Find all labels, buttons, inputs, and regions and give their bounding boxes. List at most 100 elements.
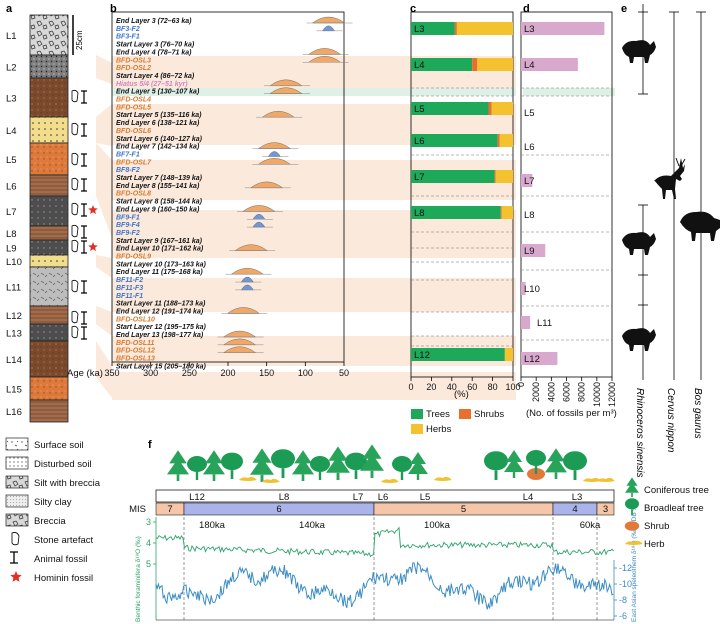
benthic-curve [155, 526, 614, 558]
shrubs-bar [488, 102, 492, 115]
fossil-bar [521, 352, 558, 365]
sample-label: BFD-OSL2 [116, 65, 151, 72]
age-distribution [240, 276, 254, 283]
sample-label: Start Layer 10 (173–163 ka) [116, 261, 207, 268]
fossil-density-panel: L3 L4 L5 L6 L7 L8 L9 L10 L11 L12 0 2000 4000 6000 8000… [516, 11, 617, 407]
species-label-bos: Bos gaurus [692, 388, 703, 439]
veg-tick-label: 0 [408, 382, 413, 392]
bone-shape [81, 240, 87, 254]
layer-connector [96, 55, 112, 84]
layer-block [29, 305, 69, 325]
vegetation-legend-label: Broadleaf tree [644, 503, 704, 514]
trees-swatch [411, 409, 423, 419]
layer-label: L14 [6, 355, 22, 366]
age-distribution [311, 16, 346, 24]
herbs-bar [456, 22, 513, 35]
bone-icon [81, 280, 87, 294]
sample-label: BF8-F2 [116, 167, 140, 174]
layer-label: L11 [6, 283, 21, 294]
star-icon [88, 205, 98, 214]
shrubs-bar [497, 134, 500, 147]
fossil-bar [521, 244, 546, 257]
lithology-legend-label: Breccia [34, 516, 66, 527]
layer-mark-row [155, 489, 615, 503]
shrubs-legend-label: Shrubs [474, 409, 504, 420]
layer-label: L6 [6, 182, 17, 193]
fossil-bar [521, 58, 578, 71]
layer-band [112, 238, 516, 258]
coniferous-tree-icon [545, 448, 567, 479]
layer-label: L7 [6, 207, 17, 218]
panel-label-b: b [110, 3, 117, 15]
broadleaf-crown [271, 449, 295, 469]
lithology-legend: Surface soil Disturbed soil Silt with brec… [5, 437, 101, 584]
age-tick-label: 50 [339, 368, 349, 378]
layer-mark-label: L3 [572, 492, 583, 503]
herb-icon [238, 476, 257, 481]
sample-label: BFD-OSL5 [116, 104, 151, 111]
stone-artefact-shape [71, 224, 79, 238]
broadleaf-trunk [631, 509, 633, 515]
broadleaf-trunk [573, 470, 577, 480]
broadleaf-trunk [534, 466, 538, 474]
broadleaf-crown [187, 456, 207, 472]
vegetation-legend-label: Shrub [644, 521, 669, 532]
sample-label: Start Layer 11 (188–173 ka) [116, 301, 206, 308]
sample-label: End Layer 12 (191–174 ka) [116, 308, 204, 315]
benthic-axis-label: Benthic foraminifera δ¹⁸O (‰) [135, 536, 142, 622]
age-tick-label: 100ka [424, 520, 451, 531]
veg-tick-label: 60 [467, 382, 477, 392]
veg-axis-label: (%) [454, 389, 469, 400]
stone-artefact-icon [71, 152, 79, 166]
age-panel: 350 300 250 200 150 100 50 End Layer 3 (72–63 k… [104, 11, 353, 378]
herbs-bar [495, 170, 513, 183]
broadleaf-tree-icon [187, 456, 207, 480]
star-icon [88, 242, 98, 251]
fossil-bar [521, 174, 533, 187]
sample-label: BF11-F3 [116, 285, 143, 292]
rhinoceros-icon [622, 40, 656, 63]
stone-artefact-shape [71, 310, 79, 324]
bone-shape [81, 225, 87, 239]
stone-artefact-icon [71, 279, 79, 293]
gaur-icon [680, 211, 720, 241]
conifer-trunk [416, 474, 420, 480]
sample-label: BF11-F1 [116, 293, 143, 300]
fossil-bar [521, 316, 531, 329]
layer-label: L9 [6, 244, 17, 255]
stone-artefact-shape [71, 152, 79, 166]
herbs-bar [501, 206, 513, 219]
veg-tick-label: 20 [426, 382, 436, 392]
sample-label: BF9-F4 [116, 222, 140, 229]
hiatus-band [523, 88, 615, 96]
layer-mark-label: L12 [189, 492, 205, 503]
layer-band [112, 278, 516, 312]
layer-block [29, 266, 69, 307]
bone-icon [81, 178, 87, 192]
lithology-legend-label: Silt with breccia [34, 478, 101, 489]
stone-artefact-shape [71, 202, 79, 216]
conifer-crown [203, 450, 225, 475]
layer-block [29, 239, 69, 256]
rhinoceros-icon [622, 328, 656, 351]
lithology-legend-label: Hominin fossil [34, 573, 93, 584]
age-tick-label: 140ka [299, 520, 326, 531]
panel-label-d: d [523, 3, 530, 15]
benthic-tick-label: 3 [146, 517, 151, 527]
bone-icon [81, 225, 87, 239]
stone-artefact-icon [71, 202, 79, 216]
conifer-crown [625, 477, 639, 493]
broadleaf-crown [484, 451, 508, 471]
layer-mark-label: L6 [378, 492, 389, 503]
sample-label: BFD-OSL9 [116, 254, 151, 261]
bone-shape [81, 203, 87, 217]
panel-label-e: e [621, 3, 627, 15]
speleothem-curve [155, 561, 614, 610]
broadleaf-crown [526, 450, 546, 466]
fossil-axis-label: (No. of fossils per m³) [526, 408, 617, 419]
trees-legend-label: Trees [426, 409, 450, 420]
sample-label: BF9-F2 [116, 230, 140, 237]
layer-block [29, 195, 69, 227]
fossil-tick-label: 2000 [531, 382, 541, 402]
layer-connector [96, 306, 112, 336]
